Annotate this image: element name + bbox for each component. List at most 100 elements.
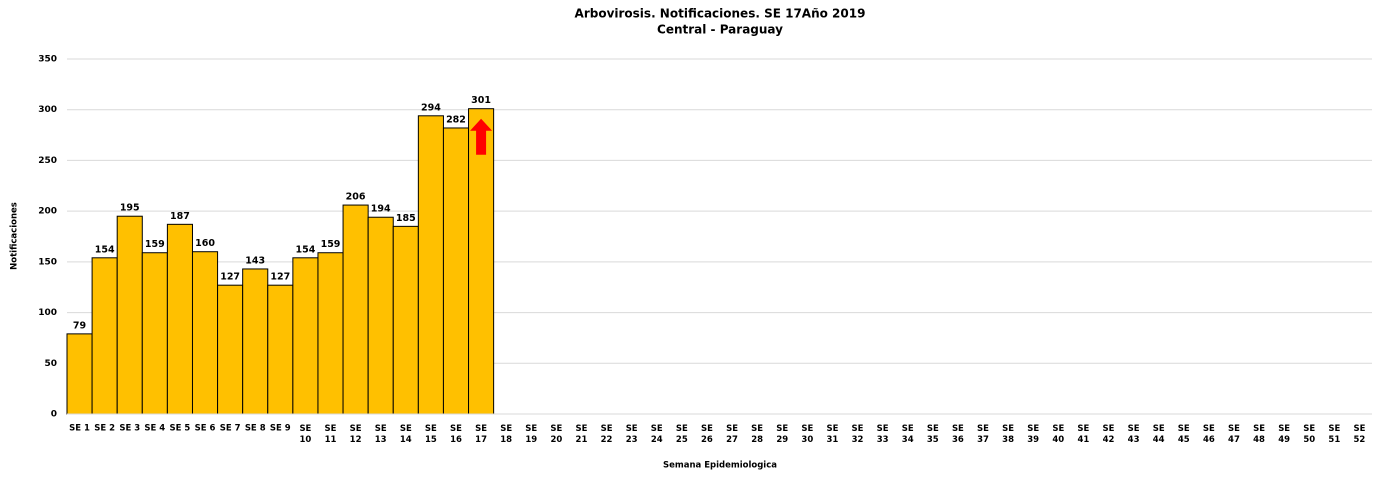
x-tick-label: SE 9 [270,424,291,434]
x-tick-label: SE 45 [1178,424,1190,445]
x-tick-label: SE 41 [1077,424,1089,445]
bar [292,257,319,415]
value-label: 143 [245,255,265,266]
bar [342,204,369,415]
bar [442,127,470,415]
x-tick-label: SE 21 [576,424,588,445]
bar [317,252,344,415]
value-label: 206 [346,192,366,203]
x-axis-label: Semana Epidemiologica [663,461,777,471]
x-tick-label: SE 4 [144,424,165,434]
x-tick-label: SE 3 [119,424,140,434]
x-tick-label: SE 17 [475,424,487,445]
x-tick-label: SE 22 [601,424,613,445]
bar [91,257,118,415]
x-tick-label: SE 13 [375,424,387,445]
chart-subtitle: Central - Paraguay [657,23,783,37]
x-tick-label: SE 2 [94,424,115,434]
value-label: 187 [170,211,190,222]
x-tick-label: SE 11 [325,424,337,445]
x-tick-label: SE 31 [826,424,838,445]
y-tick-label: 300 [38,105,57,115]
x-tick-label: SE 16 [450,424,462,445]
x-tick-label: SE 52 [1353,424,1365,445]
x-tick-label: SE 34 [902,424,914,445]
x-tick-label: SE 36 [952,424,964,445]
bar [242,268,269,415]
value-label: 282 [446,114,466,125]
x-tick-label: SE 30 [801,424,813,445]
y-axis-label: Notificaciones [10,202,20,270]
x-tick-label: SE 25 [676,424,688,445]
value-label: 154 [295,244,315,255]
value-label: 195 [120,203,140,214]
value-label: 294 [421,102,441,113]
x-tick-label: SE 40 [1052,424,1064,445]
bar [191,251,219,415]
x-tick-label: SE 27 [726,424,738,445]
x-tick-label: SE 5 [170,424,191,434]
x-tick-label: SE 7 [220,424,241,434]
x-tick-label: SE 10 [299,424,311,445]
x-tick-label: SE 14 [400,424,412,445]
x-tick-label: SE 8 [245,424,266,434]
y-tick-label: 50 [44,359,57,369]
x-tick-label: SE 20 [550,424,562,445]
bar [417,115,444,415]
x-tick-label: SE 37 [977,424,989,445]
value-label: 301 [471,95,491,106]
y-tick-label: 250 [38,156,57,166]
x-tick-label: SE 43 [1128,424,1140,445]
x-tick-label: SE 32 [852,424,864,445]
bar [392,225,419,415]
x-tick-label: SE 19 [525,424,537,445]
x-tick-label: SE 33 [877,424,889,445]
x-tick-label: SE 15 [425,424,437,445]
y-tick-label: 150 [38,257,57,267]
x-tick-label: SE 38 [1002,424,1014,445]
value-label: 127 [220,272,240,283]
value-label: 159 [145,239,165,250]
bar [217,284,244,415]
x-tick-label: SE 50 [1303,424,1315,445]
x-tick-label: SE 39 [1027,424,1039,445]
bar [367,216,394,415]
x-tick-label: SE 23 [626,424,638,445]
x-tick-label: SE 44 [1153,424,1165,445]
x-tick-label: SE 46 [1203,424,1215,445]
bar [166,223,193,415]
value-label: 127 [270,272,290,283]
x-tick-label: SE 18 [500,424,512,445]
chart-title: Arbovirosis. Notificaciones. SE 17Año 20… [575,7,866,21]
bar [116,215,143,415]
x-tick-label: SE 24 [651,424,663,445]
x-tick-label: SE 29 [776,424,788,445]
x-tick-label: SE 28 [751,424,763,445]
x-tick-label: SE 47 [1228,424,1240,445]
bar [141,252,168,415]
y-tick-label: 0 [51,410,57,420]
bar [267,284,294,415]
y-tick-label: 350 [38,55,57,65]
x-tick-label: SE 49 [1278,424,1290,445]
x-tick-label: SE 26 [701,424,713,445]
value-label: 185 [396,213,416,224]
value-label: 79 [73,320,86,331]
x-tick-label: SE 48 [1253,424,1265,445]
bar [468,108,495,415]
value-label: 160 [195,238,215,249]
value-label: 159 [321,239,341,250]
x-tick-label: SE 35 [927,424,939,445]
x-tick-label: SE 12 [350,424,362,445]
x-tick-label: SE 51 [1328,424,1340,445]
x-tick-label: SE 42 [1103,424,1115,445]
value-label: 194 [371,204,391,215]
y-tick-label: 100 [38,308,57,318]
x-tick-label: SE 1 [69,424,90,434]
x-tick-label: SE 6 [195,424,216,434]
y-tick-label: 200 [38,207,57,217]
bar [66,333,93,415]
value-label: 154 [95,244,115,255]
red-arrow [470,118,493,155]
